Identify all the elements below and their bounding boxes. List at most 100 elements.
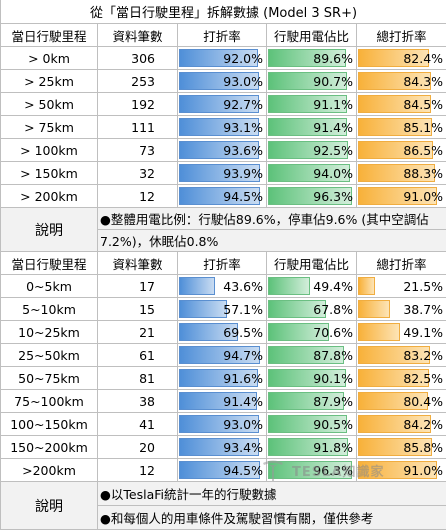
drive-rate-value: 57.1% bbox=[223, 302, 266, 317]
drive-rate-cell: 93.4% bbox=[178, 436, 267, 459]
drive-rate-value: 92.0% bbox=[223, 51, 266, 66]
drive-share-value: 96.3% bbox=[313, 189, 356, 204]
note-row: 說明●整體用電比例：行駛佔89.6%，停車佔9.6% (其中空調佔 bbox=[1, 208, 446, 230]
total-rate-cell: 80.4% bbox=[357, 390, 446, 413]
drive-share-cell: 70.6% bbox=[267, 321, 357, 344]
drive-share-cell: 89.6% bbox=[267, 47, 357, 70]
drive-share-cell: 91.1% bbox=[267, 93, 357, 116]
drive-share-cell: 49.4% bbox=[267, 275, 357, 298]
drive-rate-cell: 92.0% bbox=[178, 47, 267, 70]
header-row-2: 當日行駛里程 資料筆數 打折率 行駛用電佔比 總打折率 bbox=[1, 252, 446, 275]
count-cell: 253 bbox=[98, 70, 178, 93]
drive-share-cell: 94.0% bbox=[267, 162, 357, 185]
drive-share-value: 49.4% bbox=[313, 279, 356, 294]
range-cell: 50~75km bbox=[1, 367, 98, 390]
count-cell: 38 bbox=[98, 390, 178, 413]
header-drive-share: 行駛用電佔比 bbox=[267, 252, 357, 275]
total-rate-cell: 86.5% bbox=[357, 139, 446, 162]
drive-rate-cell: 93.6% bbox=[178, 139, 267, 162]
range-cell: >200km bbox=[1, 459, 98, 482]
count-cell: 111 bbox=[98, 116, 178, 139]
drive-rate-cell: 93.9% bbox=[178, 162, 267, 185]
total-rate-value: 49.1% bbox=[403, 325, 446, 340]
tesla-logo-icon bbox=[260, 457, 286, 483]
drive-rate-value: 94.7% bbox=[223, 348, 266, 363]
note-label: 說明 bbox=[1, 482, 98, 530]
range-cell: 25~50km bbox=[1, 344, 98, 367]
total-rate-cell: 82.4% bbox=[357, 47, 446, 70]
total-rate-value: 21.5% bbox=[403, 279, 446, 294]
note-line: ●和每個人的用車條件及駕駛習慣有關，僅供參考 bbox=[98, 506, 446, 530]
header-drive-rate: 打折率 bbox=[178, 252, 267, 275]
count-cell: 12 bbox=[98, 185, 178, 208]
drive-share-value: 90.5% bbox=[313, 417, 356, 432]
drive-share-cell: 90.1% bbox=[267, 367, 357, 390]
drive-rate-cell: 43.6% bbox=[178, 275, 267, 298]
total-rate-value: 84.5% bbox=[403, 97, 446, 112]
range-cell: > 100km bbox=[1, 139, 98, 162]
header-count: 資料筆數 bbox=[98, 252, 178, 275]
drive-share-value: 87.9% bbox=[313, 394, 356, 409]
drive-share-value: 94.0% bbox=[313, 166, 356, 181]
drive-rate-cell: 93.0% bbox=[178, 70, 267, 93]
total-rate-value: 83.2% bbox=[403, 348, 446, 363]
total-rate-cell: 82.5% bbox=[357, 367, 446, 390]
range-cell: 0~5km bbox=[1, 275, 98, 298]
spreadsheet: 從「當日行駛里程」拆解數據 (Model 3 SR+) 當日行駛里程 資料筆數 … bbox=[0, 0, 446, 499]
drive-rate-cell: 94.5% bbox=[178, 185, 267, 208]
header-total-rate: 總打折率 bbox=[357, 252, 446, 275]
range-cell: > 0km bbox=[1, 47, 98, 70]
drive-rate-cell: 94.5% bbox=[178, 459, 267, 482]
drive-share-value: 87.8% bbox=[313, 348, 356, 363]
header-range: 當日行駛里程 bbox=[1, 252, 98, 275]
range-cell: > 50km bbox=[1, 93, 98, 116]
total-rate-value: 82.4% bbox=[403, 51, 446, 66]
total-rate-value: 88.3% bbox=[403, 166, 446, 181]
count-cell: 81 bbox=[98, 367, 178, 390]
sheet-title: 從「當日行駛里程」拆解數據 (Model 3 SR+) bbox=[1, 0, 446, 24]
range-cell: 75~100km bbox=[1, 390, 98, 413]
total-rate-cell: 49.1% bbox=[357, 321, 446, 344]
drive-rate-cell: 92.7% bbox=[178, 93, 267, 116]
range-cell: > 25km bbox=[1, 70, 98, 93]
count-cell: 61 bbox=[98, 344, 178, 367]
drive-rate-value: 93.1% bbox=[223, 120, 266, 135]
total-rate-cell: 84.3% bbox=[357, 70, 446, 93]
total-rate-bar bbox=[358, 300, 390, 318]
count-cell: 41 bbox=[98, 413, 178, 436]
drive-share-cell: 91.4% bbox=[267, 116, 357, 139]
count-cell: 17 bbox=[98, 275, 178, 298]
drive-rate-cell: 93.1% bbox=[178, 116, 267, 139]
note-line: 7.2%)，休眠佔0.8% bbox=[98, 230, 446, 252]
total-rate-cell: 83.2% bbox=[357, 344, 446, 367]
count-cell: 306 bbox=[98, 47, 178, 70]
watermark-text: TESLA知識家 bbox=[292, 461, 384, 480]
drive-rate-bar bbox=[179, 277, 215, 295]
drive-rate-cell: 91.6% bbox=[178, 367, 267, 390]
drive-rate-cell: 57.1% bbox=[178, 298, 267, 321]
note-line: ●整體用電比例：行駛佔89.6%，停車佔9.6% (其中空調佔 bbox=[98, 208, 446, 230]
total-rate-value: 84.3% bbox=[403, 74, 446, 89]
total-rate-value: 84.2% bbox=[403, 417, 446, 432]
count-cell: 21 bbox=[98, 321, 178, 344]
drive-rate-value: 91.6% bbox=[223, 371, 266, 386]
total-rate-value: 85.1% bbox=[403, 120, 446, 135]
count-cell: 20 bbox=[98, 436, 178, 459]
drive-rate-cell: 91.4% bbox=[178, 390, 267, 413]
header-drive-rate: 打折率 bbox=[178, 24, 267, 47]
drive-share-value: 70.6% bbox=[313, 325, 356, 340]
total-rate-bar bbox=[358, 277, 375, 295]
drive-share-cell: 87.8% bbox=[267, 344, 357, 367]
range-cell: > 200km bbox=[1, 185, 98, 208]
total-rate-value: 38.7% bbox=[403, 302, 446, 317]
drive-share-bar bbox=[268, 277, 310, 295]
range-cell: 5~10km bbox=[1, 298, 98, 321]
drive-rate-cell: 69.5% bbox=[178, 321, 267, 344]
